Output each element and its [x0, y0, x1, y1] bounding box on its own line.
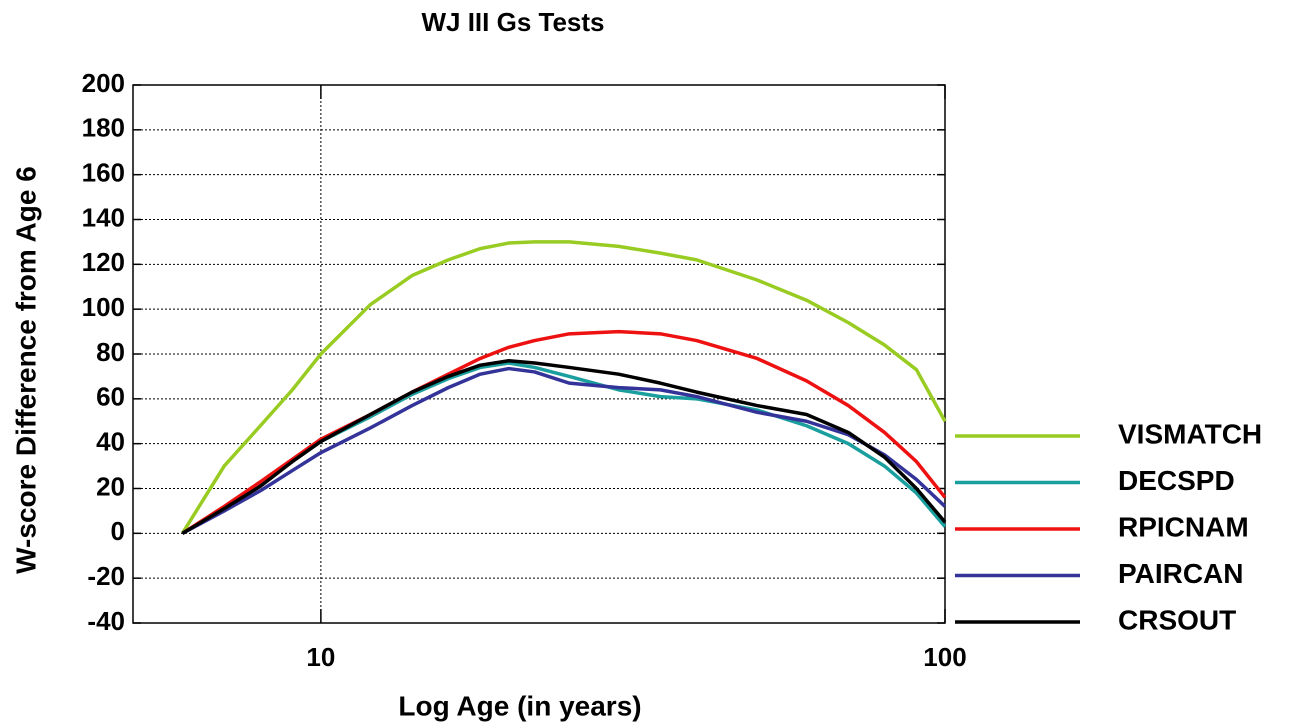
y-tick-label: 100 [82, 292, 125, 322]
legend-label: DECSPD [1118, 465, 1235, 496]
x-axis-label: Log Age (in years) [398, 690, 641, 721]
y-tick-label: 20 [96, 471, 125, 501]
y-tick-label: 140 [82, 202, 125, 232]
series-line [181, 361, 947, 535]
y-tick-label: 120 [82, 247, 125, 277]
legend-label: RPICNAM [1118, 511, 1249, 542]
series-line [181, 329, 947, 535]
x-tick-label: 100 [923, 642, 966, 672]
y-tick-label: -20 [87, 561, 125, 591]
y-axis-label: W-score Difference from Age 6 [10, 166, 41, 574]
y-tick-label: 160 [82, 158, 125, 188]
y-tick-label: 40 [96, 427, 125, 457]
y-tick-label: 200 [82, 68, 125, 98]
legend-label: PAIRCAN [1118, 558, 1243, 589]
series-line [181, 358, 947, 535]
legend-label: CRSOUT [1118, 604, 1236, 635]
y-tick-label: 180 [82, 113, 125, 143]
series-line [181, 366, 947, 535]
series-line [180, 240, 947, 535]
legend-label: VISMATCH [1118, 418, 1262, 449]
y-tick-label: 0 [111, 516, 125, 546]
x-tick-label: 10 [306, 642, 335, 672]
chart-title: WJ III Gs Tests [421, 7, 604, 37]
y-tick-label: 80 [96, 337, 125, 367]
y-tick-label: -40 [87, 606, 125, 636]
y-tick-label: 60 [96, 382, 125, 412]
